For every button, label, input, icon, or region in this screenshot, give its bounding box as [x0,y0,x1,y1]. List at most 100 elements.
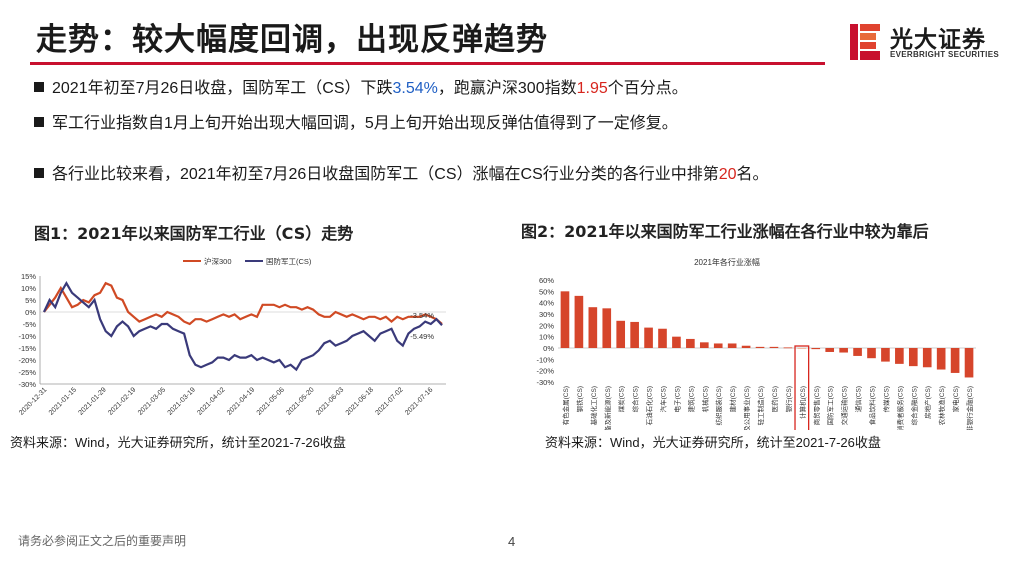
category-label: 食品饮料(CS) [868,386,877,425]
figure2-source: 资料来源：Wind，光大证券研究所，统计至2021-7-26收盘 [545,435,881,450]
bar [713,343,723,348]
y-tick-label: 20% [539,321,554,330]
series-line [43,281,443,326]
category-label: 家电(CS) [951,386,960,412]
bar [658,328,667,348]
logo-name-en: EVERBRIGHT SECURITIES [890,50,999,59]
legend-label: 沪深300 [204,256,232,266]
bar-chart: 2021年各行业涨幅 60% 50% 40% 30% 20% 10% 0% -10% -20% -3… [536,257,976,430]
y-tick-label: -30% [536,378,554,387]
y-tick-label: 10% [539,333,554,342]
category-label: 电子(CS) [672,386,681,412]
bar [895,348,904,364]
end-value-label: -5.49% [410,332,434,341]
x-tick-label: 2021-05-20 [285,386,315,416]
y-tick-label: 40% [539,299,554,308]
category-label: 综合金融(CS) [909,386,918,425]
figure1-source: 资料来源：Wind，光大证券研究所，统计至2021-7-26收盘 [10,435,346,450]
category-label: 消费者服务(CS) [895,386,904,430]
category-label: 电力设备及新能源(CS) [603,386,612,430]
bar [950,348,960,373]
category-label: 建筑(CS) [686,386,695,412]
bullet-value: 1.95 [576,80,608,97]
y-tick-label: 5% [25,296,36,305]
highlight-box [794,345,810,430]
bar [881,348,890,362]
figure2-title: 图2：2021年以来国防军工行业涨幅在各行业中较为靠后 [521,222,929,241]
bar [699,342,709,348]
bar [574,295,584,348]
x-tick-label: 2021-03-05 [137,386,167,416]
y-tick-label: -20% [536,367,554,376]
logo-name-cn: 光大证券 [890,27,986,53]
category-label: 煤炭(CS) [617,386,626,412]
x-tick-label: 2021-01-15 [48,386,78,416]
bullet-trend: 军工行业指数自1月上旬开始出现大幅回调，5月上旬开始出现反弹估值得到了一定修复。 [34,109,678,133]
bar [672,336,681,348]
bar [922,348,932,368]
category-label: 医药(CS) [770,386,779,412]
bullet-text: 名。 [736,166,769,183]
category-label: 传媒(CS) [881,386,890,412]
bar [560,291,570,348]
x-tick-label: 2021-03-19 [167,386,197,416]
bullet-text: 个百分点。 [607,80,688,97]
y-tick-label: -5% [23,320,37,329]
category-label: 非银行金融(CS) [965,386,974,430]
x-tick-label: 2021-07-02 [374,386,404,416]
x-tick-label: 2021-06-03 [315,386,345,416]
bar [686,338,695,348]
bar [908,348,918,367]
category-label: 国防军工(CS) [826,386,835,425]
category-label: 石油石化(CS) [645,386,654,425]
bar [783,347,793,349]
bar [811,348,821,350]
category-label: 商贸零售(CS) [812,386,821,425]
y-tick-label: -15% [18,344,36,353]
bar [964,348,974,378]
category-label: 纺织服装(CS) [714,386,723,425]
bullet-square-icon [34,117,44,127]
bar [853,348,862,356]
page-title: 走势：较大幅度回调，出现反弹趋势 [36,22,548,58]
category-label: 综合(CS) [631,386,640,412]
category-label: 银行(CS) [784,386,793,412]
category-label: 电力及公用事业(CS) [742,386,751,430]
category-label: 通信(CS) [854,386,863,412]
bar [797,348,807,349]
x-tick-label: 2021-05-06 [256,386,286,416]
title-underline [30,62,825,65]
series-line [43,281,443,372]
category-label: 交通运输(CS) [840,386,849,425]
x-tick-label: 2021-02-19 [107,386,137,416]
x-tick-label: 2021-01-29 [78,386,108,416]
bar [588,307,598,348]
bar [769,346,779,348]
disclaimer: 请务必参阅正文之后的重要声明 [18,534,187,548]
category-label: 房地产(CS) [923,386,932,419]
y-tick-label: 60% [539,276,554,285]
bullet-text: 2021年初至7月26日收盘，国防军工（CS）下跌 [52,80,393,97]
x-tick-label: 2020-12-31 [18,386,48,416]
bar [755,346,765,348]
bullet-performance: 2021年初至7月26日收盘，国防军工（CS）下跌3.54%，跑赢沪深300指数… [34,74,688,98]
y-tick-label: 10% [21,284,36,293]
bullet-value: 20 [718,166,737,183]
y-tick-label: 30% [539,310,554,319]
bullet-square-icon [34,168,44,178]
y-tick-label: -10% [18,332,36,341]
y-tick-label: -20% [18,356,36,365]
bar [616,320,626,348]
bar [644,327,653,348]
line-chart: 15% 10% 5% 0% -5% -10% -15% -20% -25% -30%2020-12… [18,256,446,417]
y-tick-label: 0% [543,344,554,353]
category-label: 汽车(CS) [659,386,668,412]
chart-title: 2021年各行业涨幅 [694,257,760,267]
bar [741,345,751,348]
y-tick-label: -30% [18,380,36,389]
category-label: 轻工制造(CS) [756,386,765,425]
y-tick-label: 15% [21,272,36,281]
category-label: 机械(CS) [700,386,709,412]
bar [630,321,639,348]
bar [936,348,946,370]
